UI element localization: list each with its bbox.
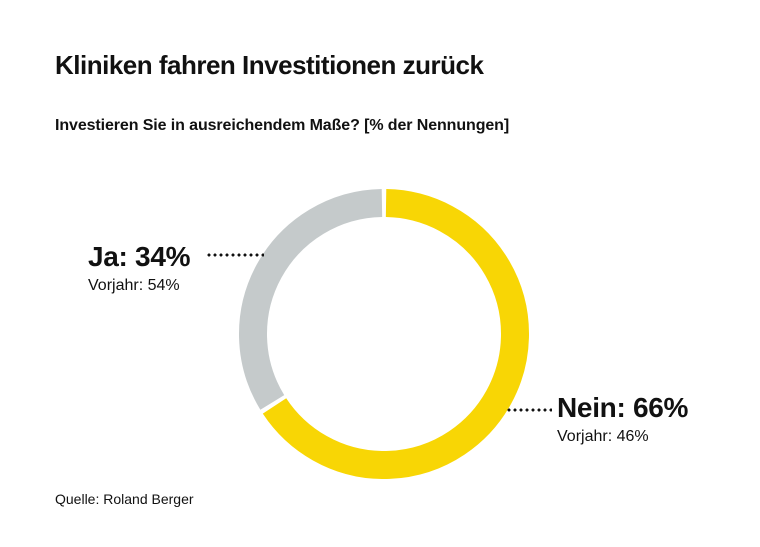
callout-nein-value: Nein: 66% <box>557 392 689 423</box>
donut-slice-nein <box>262 189 529 479</box>
leader-dots-ja <box>206 253 264 257</box>
callout-ja-vorjahr: Vorjahr: 54% <box>88 277 180 294</box>
chart-subtitle: Investieren Sie in ausreichendem Maße? [… <box>55 117 510 134</box>
donut-slice-ja <box>239 189 383 410</box>
leader-dots-nein <box>506 408 552 412</box>
chart-title: Kliniken fahren Investitionen zurück <box>55 50 484 80</box>
callout-ja-value: Ja: 34% <box>88 241 191 272</box>
callout-nein-vorjahr: Vorjahr: 46% <box>557 428 649 445</box>
source-note: Quelle: Roland Berger <box>55 491 194 507</box>
donut-chart <box>239 189 529 479</box>
